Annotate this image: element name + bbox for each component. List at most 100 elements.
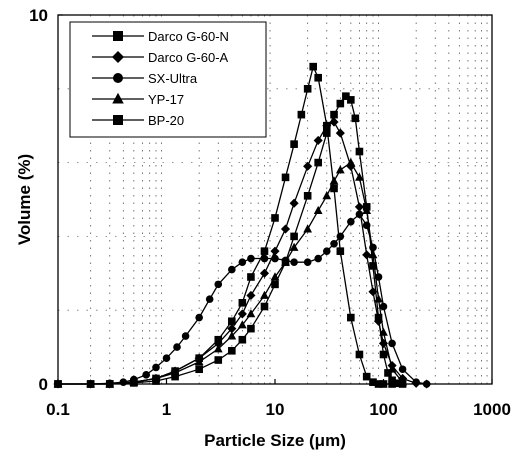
data-point — [388, 339, 396, 348]
data-point — [238, 335, 247, 344]
legend-label: YP-17 — [148, 92, 184, 107]
series-layer — [53, 62, 432, 389]
data-point — [322, 191, 332, 200]
data-point — [194, 357, 204, 366]
data-point — [238, 258, 247, 267]
x-tick-label: 10 — [266, 400, 285, 419]
data-point — [213, 338, 223, 348]
data-point — [384, 369, 392, 377]
data-point — [335, 165, 345, 174]
legend-label: BP-20 — [148, 113, 184, 128]
data-point — [246, 290, 256, 300]
data-point — [247, 324, 255, 333]
legend-label: SX-Ultra — [148, 71, 198, 86]
data-point — [303, 85, 312, 93]
legend-item: Darco G-60-N — [92, 29, 229, 44]
data-point — [260, 290, 269, 299]
data-point — [290, 232, 298, 241]
data-point — [347, 96, 355, 104]
data-point — [171, 372, 179, 381]
data-point — [412, 378, 420, 386]
series-5 — [54, 92, 407, 388]
data-point — [260, 254, 269, 263]
data-point — [228, 265, 236, 274]
data-point — [227, 331, 237, 340]
data-point — [237, 320, 247, 329]
data-point — [181, 332, 190, 340]
data-point — [303, 161, 313, 171]
data-point — [280, 224, 291, 234]
data-point — [346, 157, 356, 167]
x-tick-label: 1 — [162, 400, 171, 419]
data-point — [271, 214, 279, 222]
y-tick-label: 0 — [39, 375, 48, 394]
data-point — [313, 205, 323, 214]
legend-item: Darco G-60-A — [92, 50, 229, 65]
data-point — [314, 158, 322, 167]
data-point — [355, 172, 364, 181]
data-point — [303, 192, 312, 200]
legend-item: SX-Ultra — [92, 71, 198, 86]
x-tick-label: 0.1 — [46, 400, 70, 419]
data-point — [379, 302, 388, 311]
data-point — [347, 217, 355, 226]
legend-label: Darco G-60-A — [148, 50, 229, 65]
legend: Darco G-60-N Darco G-60-A SX-Ultra YP-17 BP-… — [69, 21, 267, 138]
data-point — [260, 302, 269, 311]
data-point — [214, 280, 223, 289]
data-point — [152, 363, 160, 372]
data-point — [314, 73, 322, 82]
data-point — [329, 117, 339, 127]
legend-marker — [112, 51, 124, 63]
axis-ticks — [57, 14, 493, 385]
data-point — [228, 346, 236, 355]
y-axis-title: Volume (%) — [15, 154, 34, 245]
data-point — [329, 176, 339, 185]
data-point — [355, 147, 364, 156]
data-point — [362, 250, 372, 260]
data-point — [303, 258, 312, 267]
data-point — [195, 365, 203, 374]
x-tick-label: 100 — [369, 400, 397, 419]
data-point — [142, 370, 151, 379]
series-line — [58, 95, 403, 385]
data-point — [281, 173, 290, 182]
data-point — [213, 344, 223, 353]
data-point — [374, 313, 383, 322]
data-point — [354, 202, 364, 212]
legend-marker — [113, 31, 123, 41]
data-point — [290, 140, 298, 148]
data-point — [309, 62, 318, 71]
data-point — [303, 224, 313, 233]
data-point — [336, 247, 345, 255]
data-point — [297, 110, 306, 119]
data-point — [369, 262, 377, 270]
data-point — [362, 372, 371, 381]
grid-lines — [58, 15, 492, 384]
data-point — [173, 343, 181, 351]
data-point — [336, 232, 345, 241]
legend-item: YP-17 — [92, 92, 184, 107]
data-point — [355, 210, 364, 219]
data-point — [271, 254, 279, 263]
data-point — [362, 203, 371, 211]
data-point — [392, 379, 400, 388]
data-point — [238, 299, 247, 307]
data-point — [322, 129, 331, 137]
data-point — [322, 247, 331, 255]
x-tick-label: 1000 — [473, 400, 511, 419]
data-point — [214, 356, 223, 364]
legend-marker — [113, 115, 123, 125]
data-point — [398, 365, 407, 374]
data-point — [270, 246, 280, 256]
data-point — [237, 309, 247, 319]
legend-item: BP-20 — [92, 113, 184, 128]
data-point — [247, 254, 255, 263]
data-point — [368, 250, 378, 259]
data-point — [246, 309, 256, 318]
data-point — [330, 184, 338, 193]
legend-label: Darco G-60-N — [148, 29, 229, 44]
data-point — [355, 350, 364, 359]
legend-marker — [112, 92, 124, 104]
